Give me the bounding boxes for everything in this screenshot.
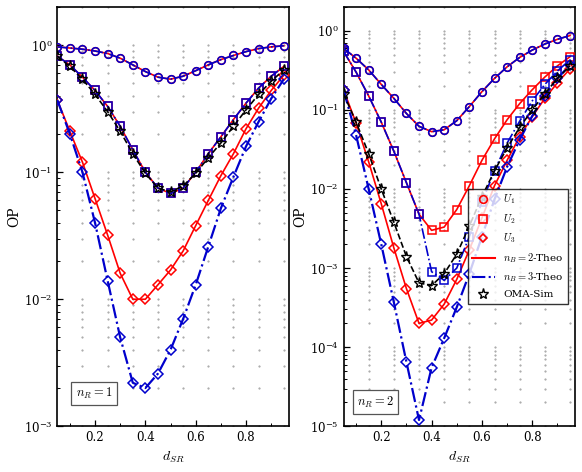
Y-axis label: OP: OP xyxy=(7,206,21,227)
Y-axis label: OP: OP xyxy=(293,206,307,227)
Text: $n_R=1$: $n_R=1$ xyxy=(76,386,112,401)
X-axis label: $d_{SR}$: $d_{SR}$ xyxy=(448,450,471,465)
Text: $n_R=2$: $n_R=2$ xyxy=(357,395,394,410)
Legend: $U_1$, $U_2$, $U_3$, $n_B=2$-Theo, $n_B=3$-Theo, OMA-Sim: $U_1$, $U_2$, $U_3$, $n_B=2$-Theo, $n_B=… xyxy=(467,188,567,303)
X-axis label: $d_{SR}$: $d_{SR}$ xyxy=(162,450,184,465)
